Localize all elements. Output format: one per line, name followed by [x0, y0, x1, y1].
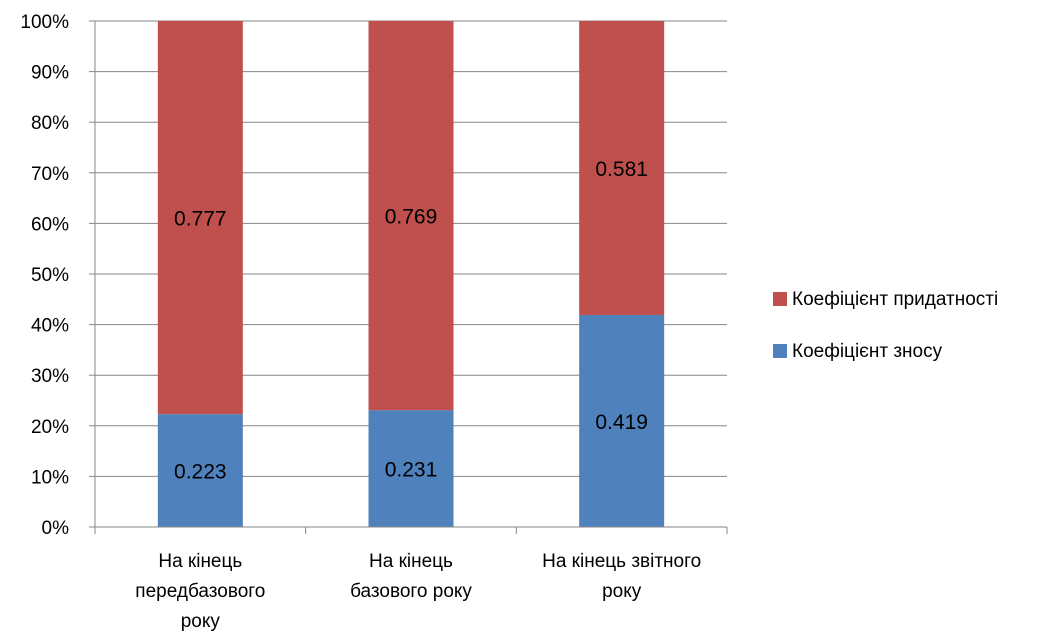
x-tick-label: року [181, 611, 221, 632]
axes [89, 20, 728, 534]
data-label: 0.769 [385, 206, 438, 229]
y-tick-label: 60% [31, 214, 69, 235]
data-label: 0.231 [385, 459, 438, 482]
y-tick-label: 0% [42, 518, 70, 539]
data-label: 0.777 [174, 208, 227, 231]
bar-segment [368, 410, 454, 527]
data-label: 0.581 [595, 158, 648, 181]
bar-segment [368, 21, 454, 411]
labels: 0% 10% 20% 30% 40% 50% 60% 70% 80% 90% 100% 0.223 0.… [20, 12, 701, 632]
y-tick-label: 40% [31, 316, 69, 337]
x-tick-label: На кінець [369, 551, 453, 572]
y-tick-label: 90% [31, 63, 69, 84]
legend: Коефіцієнт придатності Коефіцієнт зносу [773, 289, 998, 362]
x-tick-label: передбазового [135, 581, 265, 602]
x-tick-label: На кінець [158, 551, 242, 572]
legend-label: Коефіцієнт придатності [792, 289, 998, 310]
data-label: 0.223 [174, 461, 227, 484]
y-tick-label: 100% [20, 12, 69, 33]
x-tick-label: року [602, 581, 642, 602]
y-tick-label: 70% [31, 164, 69, 185]
bar-segment [579, 314, 665, 527]
bars [157, 21, 665, 527]
legend-label: Коефіцієнт зносу [792, 341, 943, 362]
x-tick-label: На кінець звітного [542, 551, 701, 572]
bar-segment [579, 21, 665, 315]
y-tick-label: 10% [31, 467, 69, 488]
y-tick-label: 30% [31, 366, 69, 387]
y-tick-label: 80% [31, 113, 69, 134]
x-tick-label: базового року [350, 581, 472, 602]
legend-swatch [773, 292, 787, 306]
data-label: 0.419 [595, 411, 648, 434]
bar-segment [157, 414, 243, 527]
y-tick-label: 50% [31, 265, 69, 286]
legend-swatch [773, 344, 787, 358]
bar-segment [157, 21, 243, 415]
y-tick-label: 20% [31, 417, 69, 438]
